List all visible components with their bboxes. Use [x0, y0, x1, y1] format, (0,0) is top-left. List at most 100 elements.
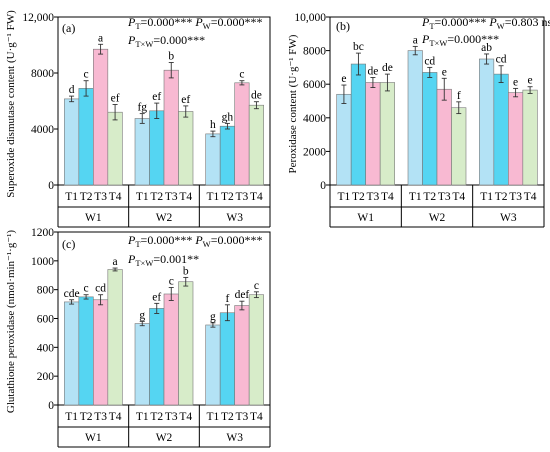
stats-annotation: PT=0.000*** PW=0.000*** [127, 233, 262, 249]
y-tick-label: 12,000 [22, 12, 54, 24]
x-tick-label: T3 [165, 411, 178, 423]
bar-W3-T3 [234, 305, 250, 406]
y-tick-label: 600 [37, 314, 55, 326]
x-tick-label: T2 [80, 191, 93, 203]
stats-annotation: PT×W=0.000*** [127, 33, 205, 49]
x-tick-label: T3 [367, 191, 380, 203]
significance-letter: a [113, 256, 118, 268]
significance-letter: b [168, 51, 174, 63]
significance-letter: gh [222, 111, 234, 123]
x-tick-label: T1 [207, 191, 220, 203]
x-tick-label: T2 [352, 191, 365, 203]
stats-annotation: PT=0.000*** PW=0.000*** [127, 15, 262, 31]
bar-W2-T3 [163, 69, 179, 186]
y-tick-label: 400 [37, 342, 55, 354]
x-tick-label: T2 [221, 411, 234, 423]
significance-letter: fg [137, 102, 147, 114]
bar-W3-T2 [219, 312, 235, 406]
x-tick-label: T1 [65, 411, 78, 423]
significance-letter: de [367, 65, 378, 77]
bar-W2-T4 [451, 107, 467, 186]
bar-W2-T3 [436, 88, 452, 186]
bar-W2-T4 [178, 111, 194, 186]
significance-letter: cd [496, 54, 507, 66]
y-tick-label: 1200 [31, 227, 54, 239]
significance-letter: ef [111, 93, 120, 105]
y-axis-label: Glutathione peroxidase (nmol·min⁻¹·g⁻¹) [5, 230, 17, 414]
significance-letter: a [413, 34, 418, 46]
x-tick-label: T3 [438, 191, 451, 203]
bar-W1-T3 [365, 82, 381, 186]
bar-W3-T2 [493, 73, 509, 186]
group-label: W3 [226, 432, 243, 444]
significance-letter: cde [64, 288, 80, 300]
bar-W3-T3 [508, 92, 524, 186]
bar-W1-T2 [78, 296, 94, 406]
bar-W1-T3 [93, 299, 109, 406]
bar-W2-T1 [134, 323, 150, 406]
x-tick-label: T4 [250, 191, 263, 203]
y-tick-label: 4000 [31, 124, 54, 136]
significance-letter: e [513, 76, 518, 88]
x-tick-label: T4 [381, 191, 394, 203]
bar-W1-T2 [350, 63, 366, 186]
significance-letter: g [210, 311, 216, 323]
x-tick-label: T2 [150, 411, 163, 423]
group-label: W3 [500, 212, 517, 224]
chart-panel-2: 0 2000 4000 6000 8000 10,000 Peroxidase conten… [287, 12, 550, 228]
x-tick-label: T1 [207, 411, 220, 423]
x-tick-label: T4 [452, 191, 465, 203]
bar-W3-T4 [248, 104, 264, 186]
bar-W2-T1 [134, 118, 150, 186]
y-tick-label: 0 [48, 180, 54, 192]
y-axis-label: Superoxide dismutase content (U·g⁻¹ FW) [5, 10, 17, 198]
stats-annotation: PT×W=0.000*** [421, 32, 499, 48]
group-label: W3 [226, 212, 243, 224]
significance-letter: de [382, 62, 393, 74]
y-tick-label: 0 [320, 180, 326, 192]
significance-letter: e [442, 66, 447, 78]
bar-W3-T1 [205, 133, 221, 186]
bar-W3-T1 [479, 58, 495, 186]
stats-annotation: PT=0.000*** PW=0.803 ns [421, 15, 550, 31]
group-label: W1 [357, 212, 374, 224]
x-tick-label: T1 [338, 191, 351, 203]
x-tick-label: T4 [109, 411, 122, 423]
significance-letter: ef [152, 91, 161, 103]
significance-letter: c [254, 280, 259, 292]
stats-annotation: PT×W=0.001** [127, 252, 199, 268]
group-label: W2 [156, 432, 173, 444]
y-tick-label: 8000 [303, 46, 326, 58]
x-tick-label: T1 [136, 191, 149, 203]
x-tick-label: T4 [524, 191, 537, 203]
significance-letter: b [183, 265, 189, 277]
bar-W1-T1 [64, 98, 80, 186]
bar-W1-T4 [107, 111, 123, 186]
bar-W1-T4 [379, 82, 395, 186]
bar-W3-T3 [234, 82, 250, 186]
x-tick-label: T4 [250, 411, 263, 423]
x-tick-label: T2 [150, 191, 163, 203]
significance-letter: c [84, 283, 89, 295]
x-tick-label: T3 [165, 191, 178, 203]
significance-letter: c [239, 69, 244, 81]
panel-label: (b) [336, 19, 350, 33]
bar-W2-T2 [149, 308, 165, 406]
y-tick-label: 200 [37, 371, 55, 383]
bar-W1-T3 [93, 48, 109, 186]
group-label: W2 [429, 212, 446, 224]
significance-letter: f [225, 293, 229, 305]
bar-W3-T2 [219, 125, 235, 186]
significance-letter: c [84, 69, 89, 81]
y-tick-label: 8000 [31, 68, 54, 80]
significance-letter: d [69, 84, 75, 96]
group-label: W1 [85, 432, 102, 444]
x-tick-label: T2 [495, 191, 508, 203]
bar-W2-T2 [422, 72, 438, 186]
y-tick-label: 6000 [303, 79, 326, 91]
significance-letter: ab [481, 42, 492, 54]
y-tick-label: 2000 [303, 146, 326, 158]
bar-W1-T2 [78, 88, 94, 186]
bar-W3-T1 [205, 324, 221, 406]
